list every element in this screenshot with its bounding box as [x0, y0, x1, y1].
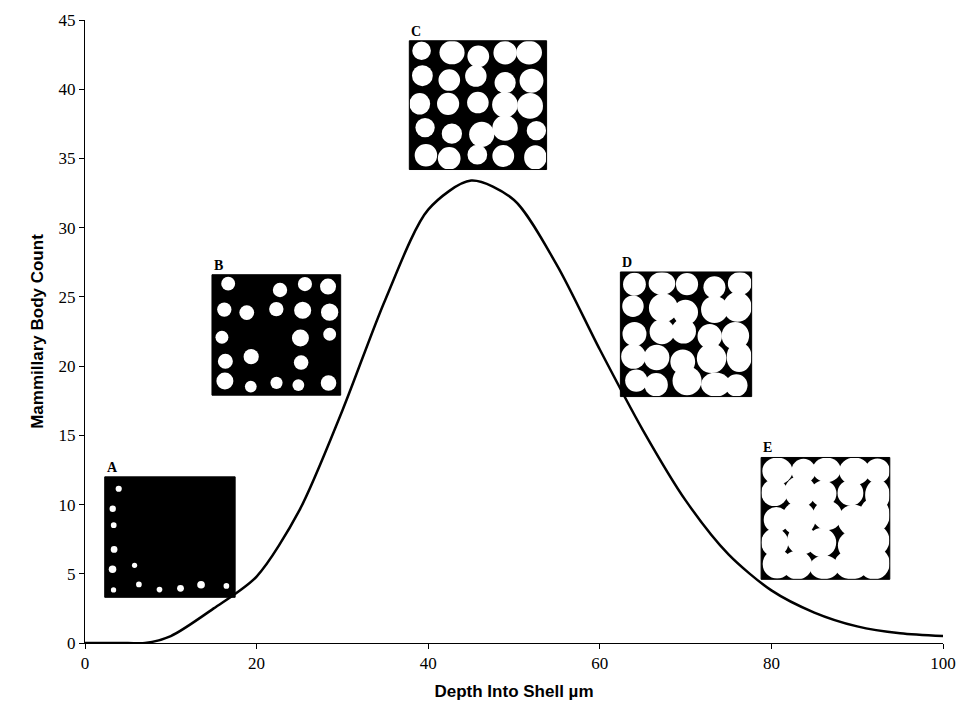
svg-text:0: 0 [81, 654, 90, 673]
svg-text:80: 80 [763, 654, 780, 673]
svg-text:25: 25 [59, 288, 76, 307]
svg-text:D: D [622, 255, 632, 270]
svg-text:Depth Into Shell µm: Depth Into Shell µm [434, 682, 593, 701]
svg-text:0: 0 [67, 634, 76, 653]
svg-text:40: 40 [420, 654, 437, 673]
svg-text:10: 10 [59, 496, 76, 515]
svg-text:B: B [214, 258, 223, 273]
svg-text:45: 45 [59, 11, 76, 30]
svg-text:C: C [411, 24, 421, 39]
svg-text:30: 30 [59, 219, 76, 238]
svg-text:E: E [763, 440, 772, 455]
svg-text:Mammillary Body Count: Mammillary Body Count [28, 234, 47, 429]
svg-text:40: 40 [59, 80, 76, 99]
svg-text:A: A [107, 460, 118, 475]
svg-text:15: 15 [59, 426, 76, 445]
svg-text:5: 5 [67, 565, 76, 584]
svg-text:35: 35 [59, 149, 76, 168]
svg-text:60: 60 [591, 654, 608, 673]
svg-text:100: 100 [930, 654, 956, 673]
svg-text:20: 20 [248, 654, 265, 673]
svg-text:20: 20 [59, 357, 76, 376]
